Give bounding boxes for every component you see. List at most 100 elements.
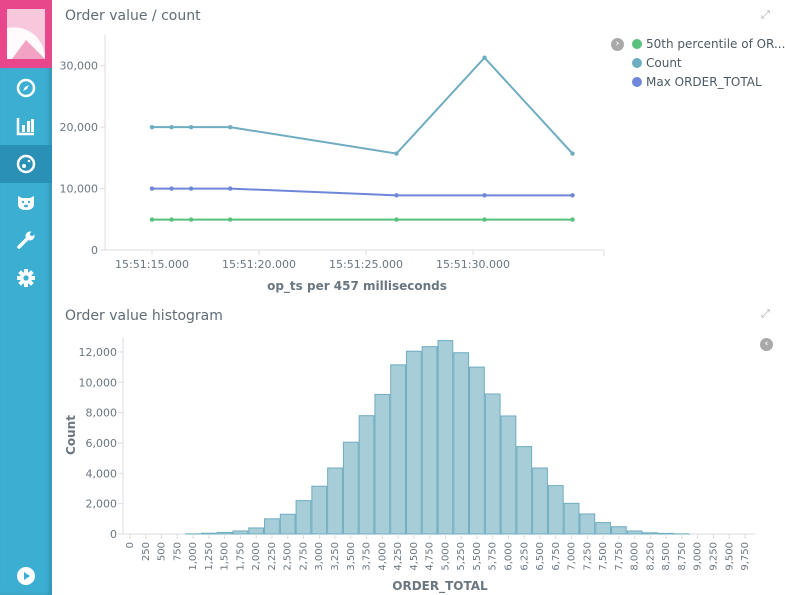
histogram-bar <box>232 530 249 535</box>
y-tick-label: 20,000 <box>60 121 99 134</box>
x-tick-label: 6,500 <box>535 542 546 571</box>
legend-item[interactable]: Count <box>632 53 785 72</box>
sidebar-item-management[interactable] <box>0 259 52 297</box>
y-tick-label: 8,000 <box>86 407 118 420</box>
histogram-bar <box>453 352 470 535</box>
x-tick-label: 9,500 <box>724 542 735 571</box>
histogram-bar <box>279 513 296 535</box>
x-tick-label: 750 <box>172 542 183 561</box>
legend-dot-icon <box>632 38 642 49</box>
x-tick-label: 9,000 <box>693 542 704 571</box>
data-point <box>394 193 399 198</box>
x-tick-label: 1,000 <box>188 542 199 571</box>
x-tick-label: 2,000 <box>251 542 262 571</box>
legend-toggle-icon[interactable]: › <box>611 38 624 51</box>
sidebar-item-discover[interactable] <box>0 69 52 107</box>
y-tick-label: 2,000 <box>86 498 118 511</box>
x-tick-label: 8,000 <box>630 542 641 571</box>
data-point <box>169 217 174 222</box>
histogram-bar <box>374 393 391 535</box>
y-tick-label: 0 <box>110 528 117 541</box>
x-tick-label: 500 <box>157 542 168 561</box>
x-tick-label: 6,750 <box>551 542 562 571</box>
x-tick-label: 7,750 <box>614 542 625 571</box>
legend: 50th percentile of OR... Count Max ORDER… <box>632 34 785 91</box>
histogram-bar <box>358 415 375 535</box>
data-point <box>169 186 174 191</box>
data-point <box>228 186 233 191</box>
y-tick-label: 4,000 <box>86 467 118 480</box>
histogram-bar <box>421 346 438 535</box>
data-point <box>149 217 155 222</box>
x-tick-label: 3,750 <box>362 542 373 571</box>
data-point <box>570 217 575 222</box>
expand-panel-icon[interactable]: ⤢ <box>761 8 770 21</box>
histogram-bar <box>311 485 328 535</box>
x-tick-label: 1,500 <box>220 542 231 571</box>
legend-toggle-icon[interactable]: ‹ <box>760 338 773 351</box>
legend-item[interactable]: 50th percentile of OR... <box>632 34 785 53</box>
data-point <box>228 124 233 130</box>
play-icon <box>17 567 35 585</box>
data-point <box>394 217 399 222</box>
x-tick-label: 7,250 <box>582 542 593 571</box>
data-point <box>149 124 155 130</box>
legend-item[interactable]: Max ORDER_TOTAL <box>632 72 785 91</box>
sidebar-item-dashboard[interactable] <box>0 145 52 183</box>
legend-label: Count <box>646 55 682 70</box>
x-tick-label: 9,750 <box>740 542 751 571</box>
y-tick-label: 10,000 <box>79 376 118 389</box>
x-tick-label: 250 <box>141 542 152 561</box>
histogram-bar <box>516 446 533 535</box>
x-axis-label: op_ts per 457 milliseconds <box>267 279 447 294</box>
sidebar <box>0 0 52 595</box>
histogram-bar <box>626 530 643 535</box>
x-tick-label: 0 <box>125 542 136 548</box>
data-point <box>482 55 487 60</box>
legend-label: Max ORDER_TOTAL <box>646 74 762 89</box>
sidebar-item-dev-tools[interactable] <box>0 221 52 259</box>
x-tick-label: 3,000 <box>314 542 325 571</box>
data-point <box>149 186 155 191</box>
histogram-bar <box>500 415 517 535</box>
data-point <box>228 217 233 222</box>
sidebar-item-timelion[interactable] <box>0 183 52 221</box>
x-tick-label: 6,250 <box>519 542 530 571</box>
histogram-bar <box>642 532 659 535</box>
x-tick-label: 15:51:25.000 <box>329 258 403 271</box>
histogram-bar <box>563 502 580 535</box>
wrench-icon <box>17 231 35 249</box>
expand-panel-icon[interactable]: ⤢ <box>761 307 770 320</box>
y-tick-label: 10,000 <box>60 183 99 196</box>
line-panel-title: Order value / count <box>65 8 201 24</box>
x-tick-label: 9,250 <box>708 542 719 571</box>
x-tick-label: 5,000 <box>440 542 451 571</box>
legend-dot-icon <box>632 57 642 68</box>
histogram-bar <box>405 350 422 535</box>
x-tick-label: 15:51:20.000 <box>222 258 296 271</box>
y-tick-label: 30,000 <box>60 60 99 73</box>
histogram-bar <box>390 364 406 535</box>
data-point <box>482 193 487 198</box>
x-tick-label: 8,250 <box>645 542 656 571</box>
x-tick-label: 15:51:30.000 <box>436 258 510 271</box>
histogram-bar <box>200 532 217 535</box>
dashboard-icon <box>16 154 36 174</box>
data-point <box>394 151 399 156</box>
x-tick-label: 7,000 <box>567 542 578 571</box>
data-point <box>188 124 194 130</box>
x-tick-label: 2,250 <box>267 542 278 571</box>
data-point <box>188 186 194 191</box>
sidebar-item-visualize[interactable] <box>0 107 52 145</box>
histogram-bar <box>484 393 501 535</box>
kibana-logo[interactable] <box>0 0 52 68</box>
histogram-bar <box>216 531 233 535</box>
x-tick-label: 7,500 <box>598 542 609 571</box>
x-tick-label: 4,500 <box>409 542 420 571</box>
x-axis-label: ORDER_TOTAL <box>392 579 488 594</box>
legend-dot-icon <box>632 76 642 87</box>
kibana-logo-icon <box>7 9 46 59</box>
collapse-sidebar-button[interactable] <box>0 557 52 595</box>
x-tick-label: 15:51:15.000 <box>115 258 189 271</box>
